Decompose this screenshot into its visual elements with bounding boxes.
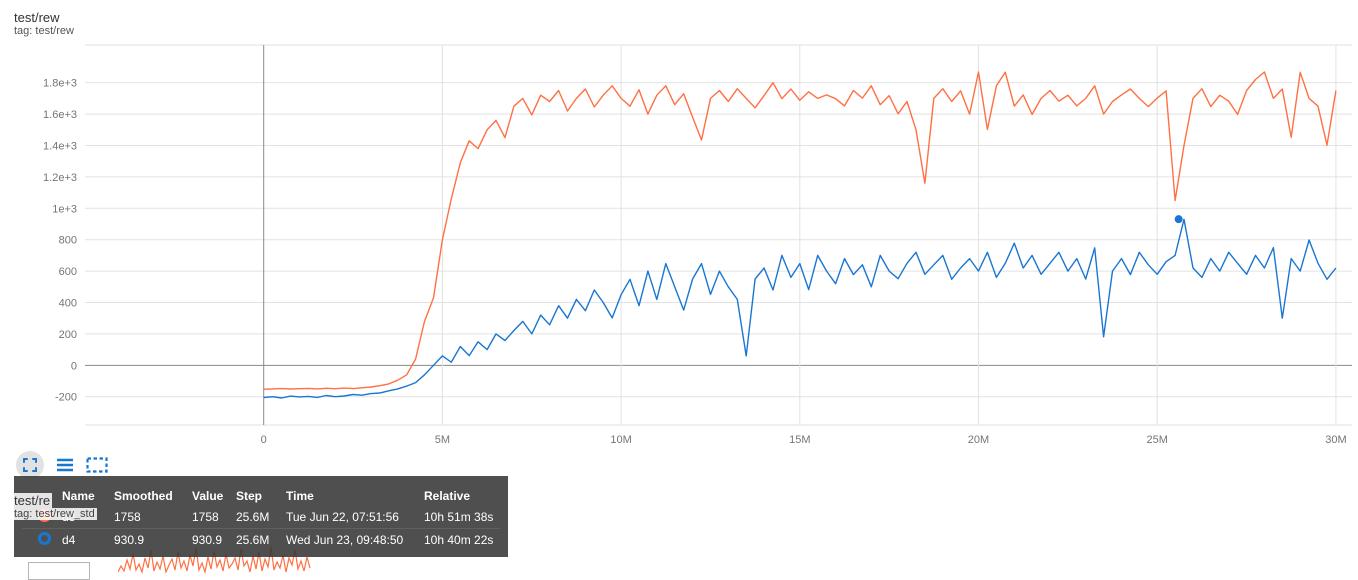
tooltip-step: 25.6M (236, 510, 270, 524)
tooltip-relative-time: 10h 40m 22s (424, 533, 494, 547)
series-line-d4[interactable] (263, 218, 1337, 399)
fit-domain-icon[interactable] (86, 457, 108, 473)
selected-point-marker[interactable] (1174, 215, 1183, 224)
tooltip-col-header: Time (286, 488, 314, 503)
tooltip-time: Tue Jun 22, 07:51:56 (286, 510, 399, 524)
tooltip-col-header: Smoothed (114, 488, 173, 503)
log-scale-icon[interactable] (56, 457, 74, 473)
tooltip-row: d4 930.9 930.9 25.6M Wed Jun 23, 09:48:50 10h… (22, 528, 500, 551)
tooltip-time: Wed Jun 23, 09:48:50 (286, 533, 404, 547)
tooltip-step: 25.6M (236, 533, 270, 547)
x-tick-label: 20M (968, 434, 989, 446)
tooltip-col-header: Relative (424, 488, 471, 503)
tooltip-run-name: d4 (62, 533, 76, 547)
tooltip-value: 1758 (192, 510, 219, 524)
tooltip-smoothed-value: 1758 (114, 510, 141, 524)
scalar-line-chart[interactable]: -200 0 200 400 600 800 1e+3 1.2e+3 1.4e+3 1.6e+3 1… (0, 0, 1358, 455)
tooltip-col-header: Step (236, 488, 263, 503)
y-tick-label: 0 (71, 360, 77, 372)
tooltip-header-row: Name Smoothed Value Step Time Relative (22, 485, 500, 506)
icon-hover-halo (16, 451, 44, 479)
second-chart-title: test/re (12, 493, 53, 508)
x-tick-label: 30M (1325, 434, 1346, 446)
x-tick-label: 0 (261, 434, 267, 446)
y-tick-label: 400 (59, 298, 77, 310)
chart-toolbar (16, 450, 108, 480)
tooltip-relative-time: 10h 51m 38s (424, 510, 494, 524)
second-chart-frame (28, 562, 90, 580)
x-tick-label: 5M (435, 434, 450, 446)
chart-title: test/rew (14, 10, 60, 25)
x-tick-label: 10M (610, 434, 631, 446)
y-tick-label: 1.4e+3 (43, 140, 77, 152)
tooltip-value: 930.9 (192, 533, 223, 547)
tooltip-swatch-cell (22, 532, 62, 548)
x-tick-label: 25M (1147, 434, 1168, 446)
y-tick-label: 1.8e+3 (43, 78, 77, 90)
x-tick-label: 15M (789, 434, 810, 446)
chart-card-header: test/rew tag: test/rew (14, 10, 74, 38)
series-line-d3[interactable] (263, 71, 1337, 390)
chart-tag: tag: test/rew (14, 25, 74, 37)
d4-series-swatch (38, 532, 51, 545)
tooltip-col-header: Name (62, 488, 95, 503)
y-tick-label: -200 (55, 392, 77, 404)
y-tick-label: 200 (59, 329, 77, 341)
expand-icon[interactable] (21, 456, 39, 474)
y-tick-label: 1.2e+3 (43, 172, 77, 184)
y-tick-label: 1.6e+3 (43, 109, 77, 121)
y-tick-label: 800 (59, 235, 77, 247)
tooltip-smoothed-value: 930.9 (114, 533, 145, 547)
y-tick-label: 1e+3 (52, 203, 77, 215)
y-tick-label: 600 (59, 266, 77, 278)
second-chart-tag: tag: test/rew_std (12, 508, 97, 520)
tooltip-col-header: Value (192, 488, 224, 503)
